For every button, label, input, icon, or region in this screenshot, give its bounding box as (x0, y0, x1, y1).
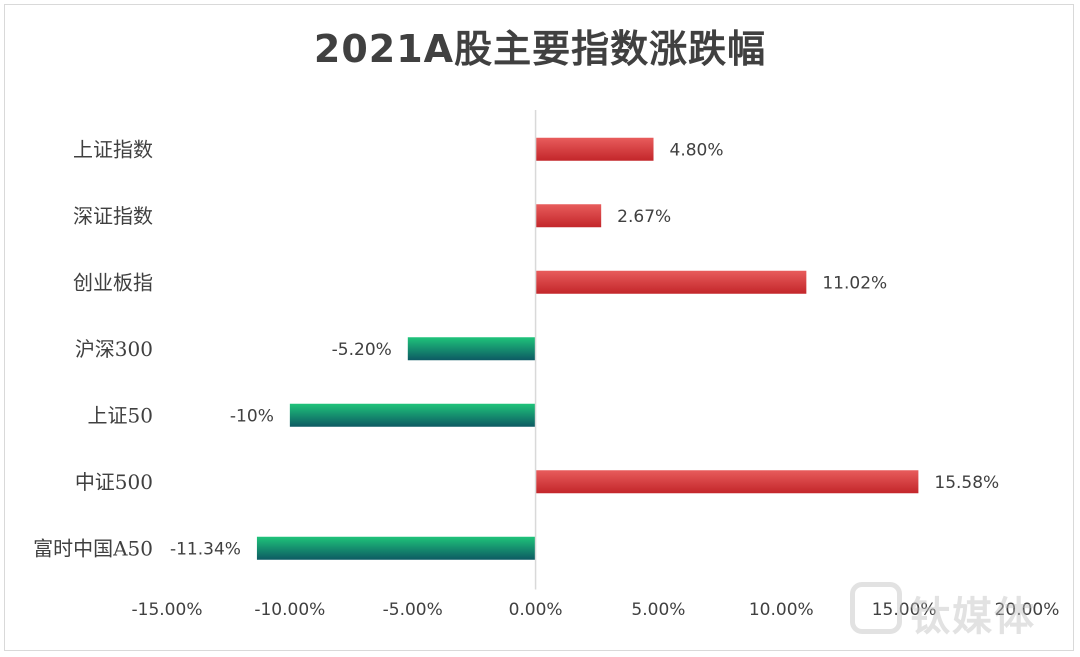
category-label: 深证指数 (73, 204, 153, 228)
data-label: -11.34% (170, 539, 241, 559)
data-label: -10% (230, 406, 274, 426)
x-tick-label: -5.00% (383, 600, 443, 620)
category-label: 创业板指 (73, 270, 153, 294)
x-tick-label: -10.00% (254, 600, 325, 620)
data-label: -5.20% (332, 340, 392, 360)
x-tick-label: -15.00% (132, 600, 203, 620)
chart-frame (4, 4, 1074, 651)
chart-title: 2021A股主要指数涨跌幅 (313, 27, 767, 71)
data-label: 15.58% (934, 473, 999, 493)
x-tick-label: 15.00% (872, 600, 937, 620)
watermark-icon (850, 582, 902, 634)
x-tick-label: 0.00% (509, 600, 563, 620)
x-tick-label: 5.00% (631, 600, 685, 620)
bar (535, 270, 807, 294)
watermark-text: 钛媒体 (910, 594, 1036, 640)
data-label: 11.02% (822, 273, 887, 293)
bar (289, 403, 536, 427)
category-label: 富时中国A50 (33, 536, 153, 560)
x-tick-label: 10.00% (749, 600, 814, 620)
watermark-logo: 钛媒体 (850, 580, 1070, 640)
data-label: 2.67% (617, 207, 671, 227)
bar (256, 536, 536, 560)
bar (535, 204, 602, 228)
data-label: 4.80% (670, 140, 724, 160)
x-tick-label: 20.00% (995, 600, 1060, 620)
bar (535, 137, 654, 161)
category-label: 上证50 (88, 403, 153, 427)
bar (407, 337, 536, 361)
bar (535, 470, 919, 494)
category-label: 中证500 (75, 470, 153, 494)
category-label: 沪深300 (75, 337, 153, 361)
category-label: 上证指数 (73, 137, 153, 161)
